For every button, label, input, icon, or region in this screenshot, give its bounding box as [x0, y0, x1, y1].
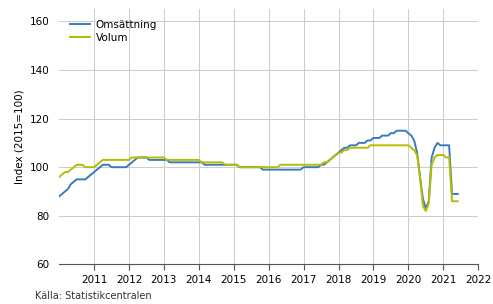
Text: Källa: Statistikcentralen: Källa: Statistikcentralen [35, 291, 151, 301]
Omsättning [341, 146, 347, 150]
Y-axis label: Index (2015=100): Index (2015=100) [14, 89, 24, 184]
Omsättning [213, 163, 219, 167]
Volum [368, 143, 374, 147]
Volum [283, 163, 289, 167]
Volum [202, 161, 208, 164]
Omsättning [452, 192, 458, 196]
Omsättning [423, 207, 429, 210]
Volum [56, 175, 62, 179]
Omsättning [394, 129, 400, 133]
Line: Volum: Volum [59, 145, 458, 211]
Legend: Omsättning, Volum: Omsättning, Volum [65, 14, 162, 48]
Omsättning [202, 163, 208, 167]
Volum [213, 161, 219, 164]
Omsättning [397, 129, 403, 133]
Omsättning [56, 195, 62, 198]
Volum [397, 143, 403, 147]
Volum [423, 209, 429, 213]
Omsättning [455, 192, 461, 196]
Volum [341, 148, 347, 152]
Line: Omsättning: Omsättning [59, 131, 458, 209]
Volum [455, 199, 461, 203]
Volum [452, 199, 458, 203]
Omsättning [283, 168, 289, 171]
